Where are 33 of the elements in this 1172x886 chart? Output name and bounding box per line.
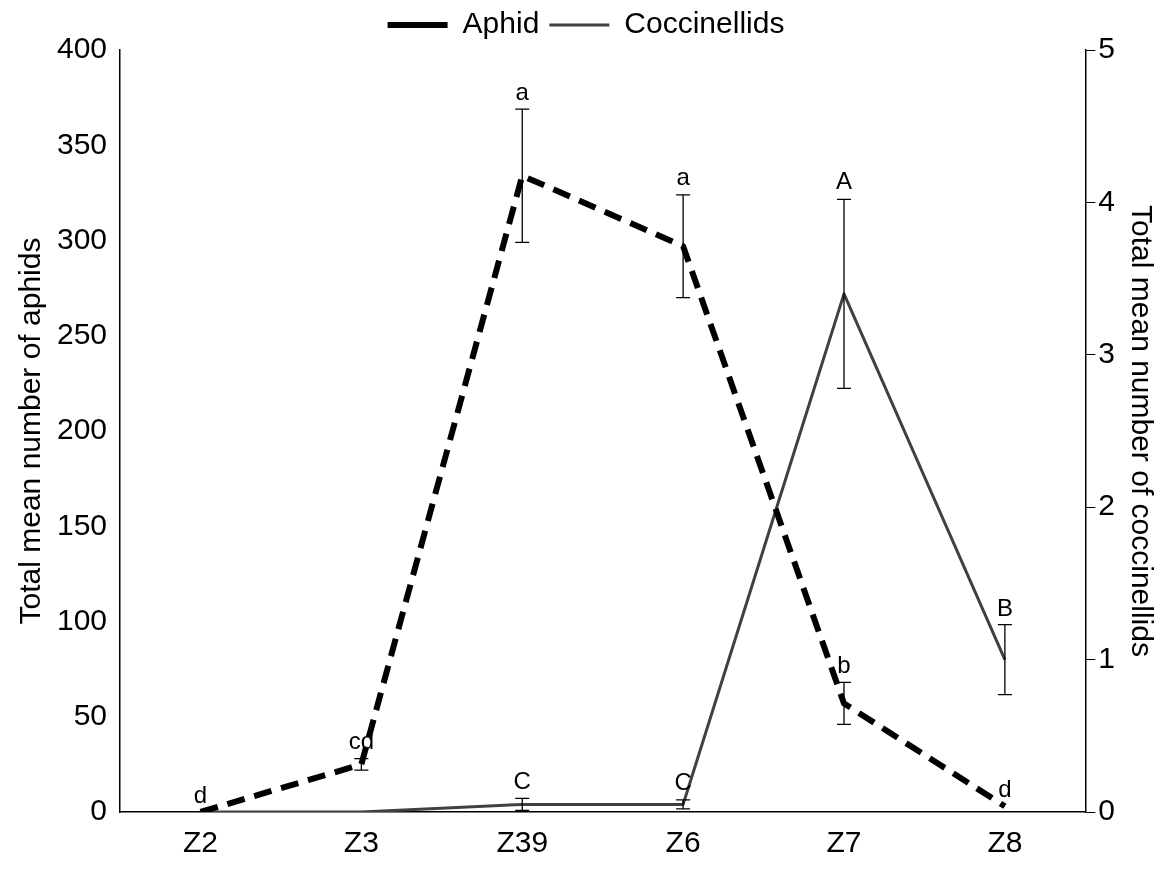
annotation: a bbox=[515, 77, 530, 105]
y-tick-label: 100 bbox=[56, 602, 108, 636]
y2-tick-label: 0 bbox=[1098, 793, 1115, 827]
y2-tick-label: 2 bbox=[1098, 488, 1115, 522]
annotation: d bbox=[193, 780, 208, 808]
x-tick-label: Z6 bbox=[665, 825, 701, 859]
y-tick-label: 200 bbox=[56, 412, 108, 446]
y2-tick-label: 1 bbox=[1098, 640, 1115, 674]
annotation: d bbox=[998, 774, 1012, 802]
x-tick-label: Z7 bbox=[826, 825, 862, 859]
x-tick-label: Z39 bbox=[496, 825, 549, 859]
y2-tick-label: 3 bbox=[1098, 336, 1115, 370]
annotation: b bbox=[837, 651, 851, 679]
y-tick-label: 250 bbox=[56, 317, 108, 351]
x-tick-label: Z8 bbox=[987, 825, 1023, 859]
annotation: C bbox=[513, 766, 531, 794]
annotation: A bbox=[835, 167, 853, 195]
y-tick-label: 350 bbox=[56, 126, 108, 160]
legend-label: Coccinellids bbox=[624, 6, 785, 40]
y-tick-label: 300 bbox=[56, 221, 108, 255]
x-tick-label: Z3 bbox=[343, 825, 379, 859]
y-axis-title: Total mean number of aphids bbox=[13, 237, 47, 625]
legend-label: Aphid bbox=[462, 6, 540, 40]
y2-axis-title: Total mean number of coccinellids bbox=[1125, 205, 1159, 657]
y-tick-label: 150 bbox=[56, 507, 108, 541]
x-tick-label: Z2 bbox=[182, 825, 218, 859]
y-tick-label: 50 bbox=[73, 698, 108, 732]
annotation: B bbox=[996, 593, 1013, 621]
y2-tick-label: 5 bbox=[1098, 31, 1115, 65]
y2-tick-label: 4 bbox=[1098, 183, 1115, 217]
annotation: a bbox=[676, 163, 691, 191]
y-tick-label: 0 bbox=[90, 793, 108, 827]
y-tick-label: 400 bbox=[56, 31, 108, 65]
